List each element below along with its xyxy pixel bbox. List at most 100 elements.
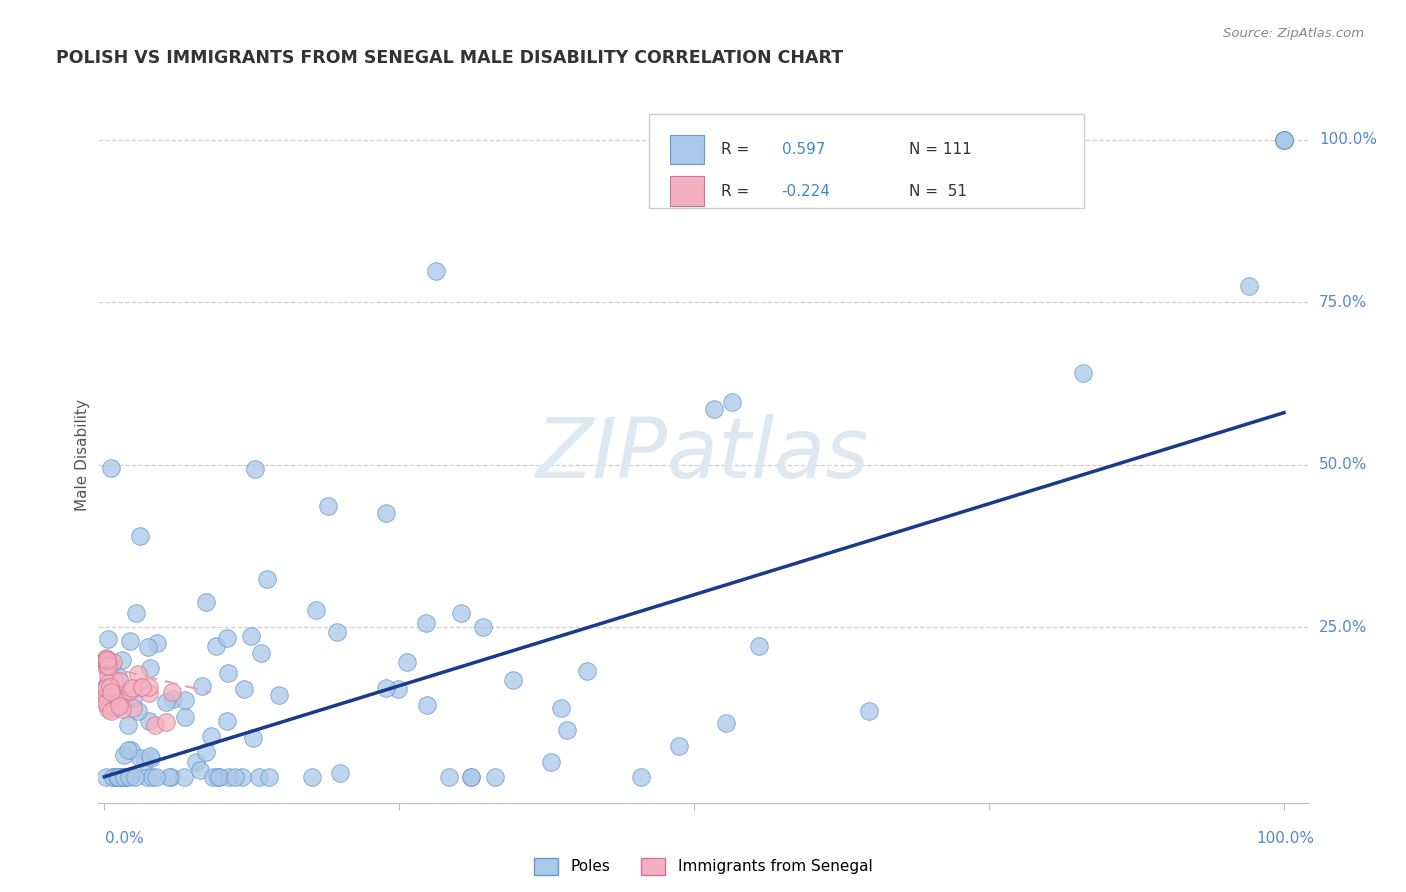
Immigrants from Senegal: [155, 714, 177, 729]
Poles: [141, 770, 163, 784]
Poles: [425, 264, 447, 278]
Poles: [105, 770, 128, 784]
Immigrants from Senegal: [100, 684, 122, 698]
Poles: [129, 751, 152, 765]
Immigrants from Senegal: [96, 657, 118, 672]
Poles: [484, 770, 506, 784]
Immigrants from Senegal: [94, 697, 117, 711]
Poles: [472, 620, 495, 634]
Immigrants from Senegal: [100, 681, 122, 696]
Bar: [671, 135, 704, 164]
Poles: [139, 750, 162, 764]
Poles: [117, 717, 139, 731]
Bar: [671, 177, 704, 206]
Immigrants from Senegal: [97, 698, 120, 712]
Immigrants from Senegal: [100, 690, 122, 704]
Poles: [1073, 366, 1095, 380]
Poles: [157, 770, 180, 784]
Poles: [160, 770, 183, 784]
Poles: [114, 770, 136, 784]
Immigrants from Senegal: [97, 669, 120, 683]
Poles: [1272, 132, 1295, 146]
Poles: [215, 714, 238, 728]
Poles: [120, 743, 142, 757]
Poles: [540, 755, 562, 769]
Poles: [233, 681, 256, 696]
Text: 0.0%: 0.0%: [105, 831, 145, 846]
Text: N = 111: N = 111: [908, 142, 972, 157]
Text: 75.0%: 75.0%: [1319, 294, 1367, 310]
Immigrants from Senegal: [98, 654, 121, 668]
Poles: [224, 770, 246, 784]
Immigrants from Senegal: [138, 680, 160, 694]
Poles: [121, 690, 143, 705]
Immigrants from Senegal: [97, 702, 120, 716]
Poles: [195, 745, 218, 759]
Text: R =: R =: [721, 142, 754, 157]
Poles: [208, 770, 231, 784]
Poles: [245, 461, 267, 475]
Immigrants from Senegal: [120, 684, 142, 698]
Text: 25.0%: 25.0%: [1319, 620, 1367, 635]
Immigrants from Senegal: [129, 680, 152, 694]
Poles: [173, 770, 195, 784]
Poles: [721, 395, 744, 409]
Poles: [415, 615, 437, 630]
Poles: [1272, 132, 1295, 146]
Poles: [630, 770, 652, 784]
Poles: [118, 633, 141, 648]
Immigrants from Senegal: [101, 684, 124, 698]
Poles: [460, 770, 482, 784]
Poles: [256, 572, 278, 586]
Poles: [111, 770, 134, 784]
Poles: [437, 770, 460, 784]
Poles: [267, 689, 290, 703]
Text: R =: R =: [721, 184, 754, 199]
Immigrants from Senegal: [100, 695, 122, 709]
Y-axis label: Male Disability: Male Disability: [75, 399, 90, 511]
Immigrants from Senegal: [107, 692, 129, 706]
Text: 100.0%: 100.0%: [1319, 132, 1376, 147]
Text: N =  51: N = 51: [908, 184, 966, 199]
Immigrants from Senegal: [110, 673, 132, 688]
Poles: [114, 696, 136, 710]
Immigrants from Senegal: [103, 655, 125, 669]
Immigrants from Senegal: [138, 686, 160, 700]
Immigrants from Senegal: [121, 701, 143, 715]
Poles: [124, 770, 146, 784]
Poles: [714, 716, 737, 731]
Immigrants from Senegal: [96, 698, 118, 713]
Poles: [555, 723, 578, 737]
Poles: [162, 691, 184, 706]
Poles: [200, 729, 222, 743]
Poles: [117, 742, 139, 756]
Poles: [112, 748, 135, 763]
Immigrants from Senegal: [98, 680, 121, 694]
Immigrants from Senegal: [121, 681, 143, 695]
Text: ZIPatlas: ZIPatlas: [536, 415, 870, 495]
Immigrants from Senegal: [100, 704, 122, 718]
Poles: [155, 695, 177, 709]
Poles: [112, 770, 135, 784]
Poles: [231, 770, 253, 784]
Poles: [190, 763, 212, 777]
Poles: [138, 661, 160, 675]
Poles: [127, 704, 149, 718]
Immigrants from Senegal: [160, 684, 183, 698]
Immigrants from Senegal: [96, 681, 118, 695]
Poles: [184, 755, 207, 769]
Poles: [218, 770, 240, 784]
Immigrants from Senegal: [97, 659, 120, 673]
Immigrants from Senegal: [96, 675, 118, 690]
Poles: [145, 770, 167, 784]
Poles: [195, 594, 218, 608]
Poles: [387, 682, 409, 697]
Immigrants from Senegal: [96, 657, 118, 672]
Poles: [502, 673, 524, 687]
Poles: [125, 606, 148, 620]
Poles: [100, 658, 122, 673]
Poles: [668, 739, 690, 754]
Immigrants from Senegal: [96, 653, 118, 667]
Poles: [103, 770, 125, 784]
Poles: [96, 770, 118, 784]
